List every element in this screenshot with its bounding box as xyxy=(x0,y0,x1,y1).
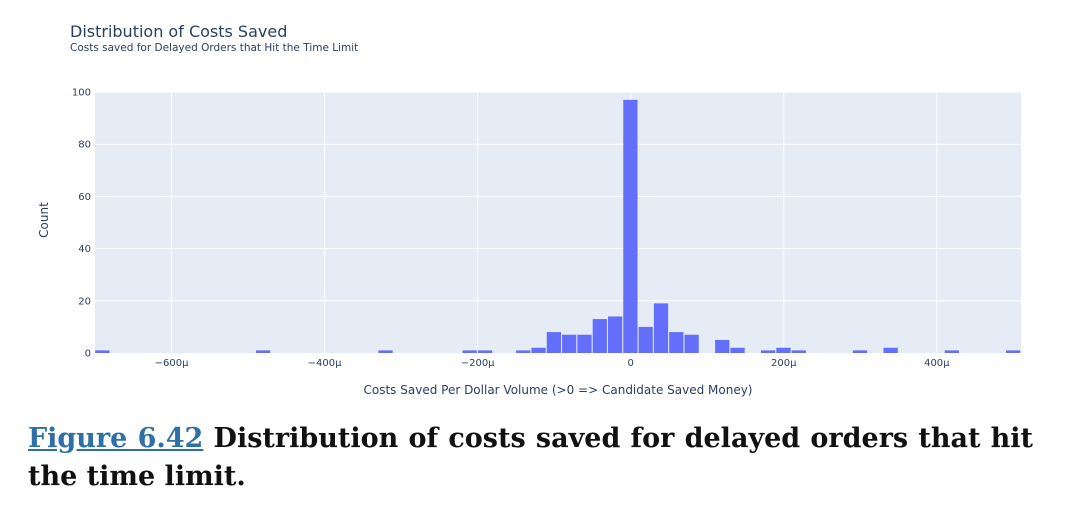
y-tick-label: 40 xyxy=(78,244,91,255)
y-axis-label: Count xyxy=(37,202,51,238)
histogram-bar xyxy=(462,350,477,353)
histogram-bar xyxy=(638,326,653,353)
histogram-bar xyxy=(592,319,607,353)
histogram-bar xyxy=(852,350,868,353)
y-tick-label: 100 xyxy=(72,88,91,99)
x-axis-ticks: −600μ −400μ −200μ 0 200μ 400μ xyxy=(155,358,951,369)
y-tick-label: 80 xyxy=(78,140,91,151)
histogram-bar xyxy=(255,350,271,353)
histogram-chart: Distribution of Costs Saved Costs saved … xyxy=(37,22,1021,397)
histogram-bar xyxy=(715,339,730,353)
x-tick-label: −600μ xyxy=(155,358,189,369)
x-tick-label: −200μ xyxy=(461,358,495,369)
histogram-bar xyxy=(669,332,684,353)
x-axis-label: Costs Saved Per Dollar Volume (>0 => Can… xyxy=(364,383,753,397)
chart-title: Distribution of Costs Saved xyxy=(70,22,287,41)
histogram-bar xyxy=(761,350,776,353)
chart-subtitle: Costs saved for Delayed Orders that Hit … xyxy=(70,42,358,54)
x-tick-label: −400μ xyxy=(308,358,342,369)
y-axis-ticks: 0 20 40 60 80 100 xyxy=(72,88,91,360)
histogram-bar xyxy=(577,334,592,353)
histogram-bar xyxy=(944,350,959,353)
histogram-bar xyxy=(653,303,669,353)
grid-lines xyxy=(95,91,1021,353)
histogram-bar xyxy=(95,350,110,353)
histogram-bar xyxy=(684,334,699,353)
y-tick-label: 0 xyxy=(85,349,91,360)
y-tick-label: 20 xyxy=(78,296,91,307)
histogram-bar xyxy=(791,350,806,353)
histogram-bar xyxy=(378,350,393,353)
histogram-bar xyxy=(776,347,791,353)
plot-area xyxy=(95,92,1021,353)
bars xyxy=(95,99,1021,353)
histogram-bar xyxy=(562,334,577,353)
figure-caption: Figure 6.42 Distribution of costs saved … xyxy=(28,420,1033,496)
y-tick-label: 60 xyxy=(78,192,91,203)
histogram-bar xyxy=(607,316,623,353)
histogram-bar xyxy=(730,347,745,353)
histogram-bar xyxy=(516,350,531,353)
histogram-bar xyxy=(1005,350,1021,353)
histogram-bar xyxy=(623,99,638,353)
histogram-bar xyxy=(546,332,561,353)
figure-link[interactable]: Figure 6.42 xyxy=(28,423,204,454)
x-tick-label: 0 xyxy=(628,358,634,369)
histogram-bar xyxy=(477,350,493,353)
histogram-bar xyxy=(883,347,898,353)
x-tick-label: 200μ xyxy=(771,358,797,369)
histogram-bar xyxy=(531,347,546,353)
caption-text: Distribution of costs saved for delayed … xyxy=(28,423,1034,492)
x-tick-label: 400μ xyxy=(924,358,950,369)
